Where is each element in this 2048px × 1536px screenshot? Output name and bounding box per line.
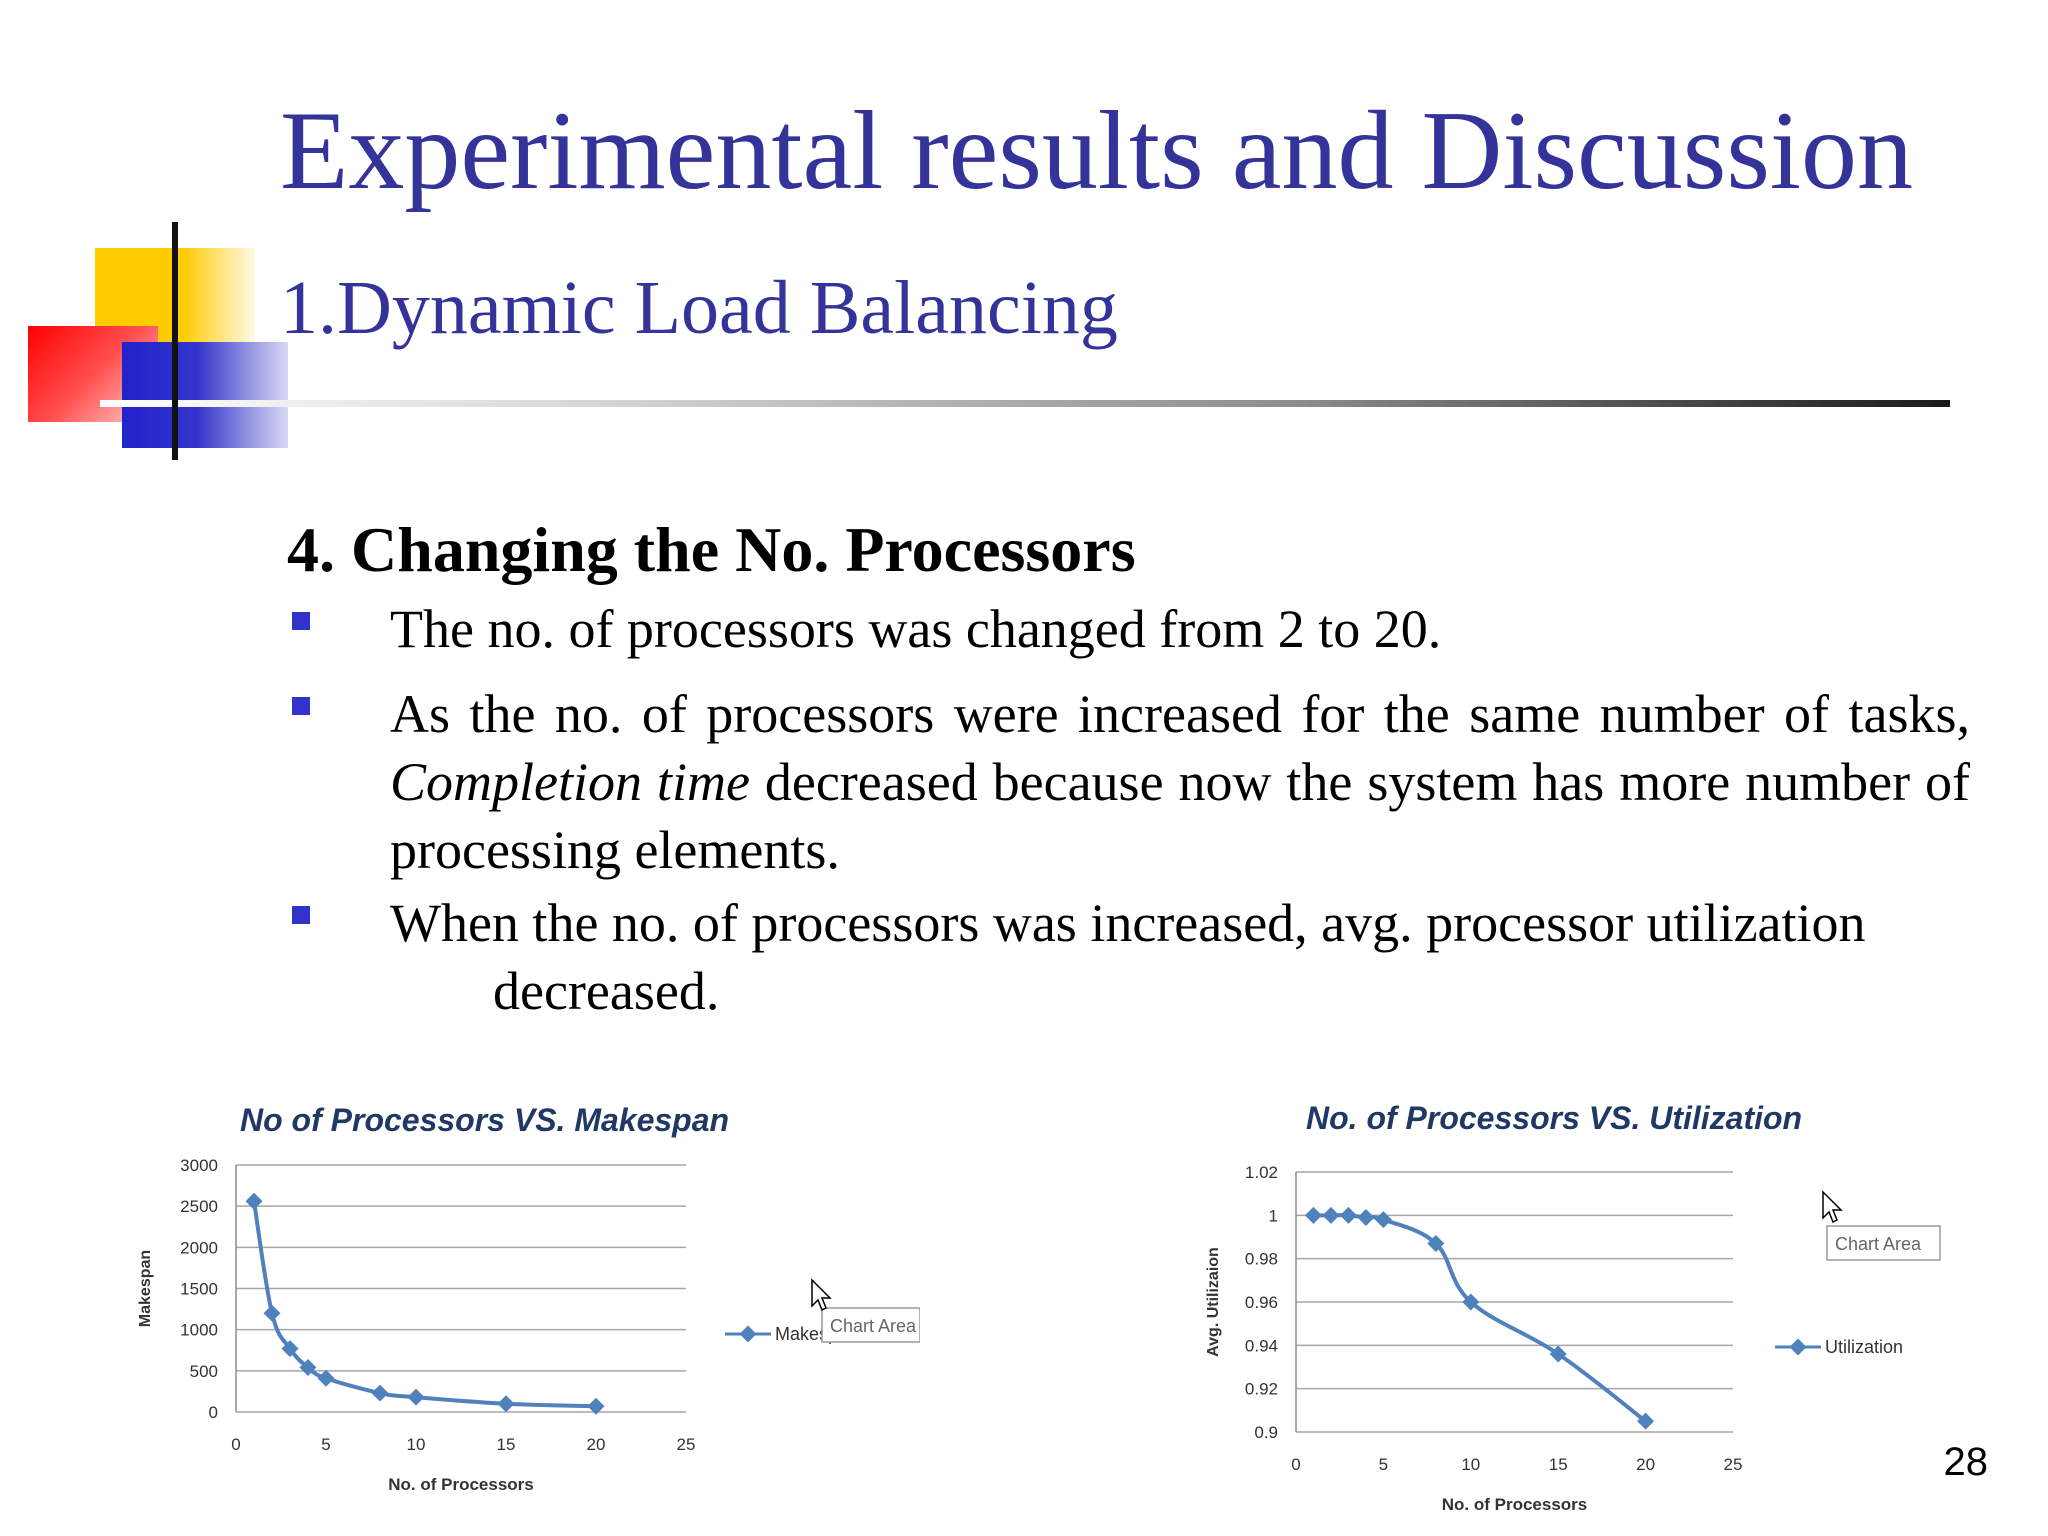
y-axis-title: Avg. Utilizaion <box>1205 1247 1222 1357</box>
section-heading: 4. Changing the No. Processors <box>287 514 1136 585</box>
data-point <box>299 1359 317 1377</box>
data-point <box>1462 1293 1480 1311</box>
legend-label: Utilization <box>1825 1337 1903 1357</box>
data-point <box>281 1340 299 1358</box>
bullet-icon <box>292 697 310 715</box>
data-point <box>587 1397 605 1415</box>
data-point <box>263 1304 281 1322</box>
data-point <box>1322 1206 1340 1224</box>
data-point <box>1549 1345 1567 1363</box>
chart-1-title: No of Processors VS. Makespan <box>240 1102 730 1138</box>
data-point <box>1304 1206 1322 1224</box>
y-tick-label: 0.98 <box>1245 1250 1278 1269</box>
x-tick-label: 0 <box>231 1435 240 1454</box>
y-tick-label: 0.9 <box>1254 1423 1278 1442</box>
x-tick-label: 25 <box>677 1435 696 1454</box>
data-point <box>245 1192 263 1210</box>
x-axis-title: No. of Processors <box>388 1475 534 1494</box>
x-tick-label: 25 <box>1724 1455 1743 1474</box>
y-tick-label: 0 <box>209 1403 218 1422</box>
bullet-text-3: When the no. of processors was increased… <box>390 889 1970 1025</box>
title-rule <box>100 400 1950 407</box>
bullet-3-line2: decreased. <box>493 961 720 1021</box>
x-tick-label: 5 <box>321 1435 330 1454</box>
y-tick-label: 2500 <box>180 1197 218 1216</box>
data-point <box>497 1395 515 1413</box>
chart-makespan[interactable]: 0 500 1000 1500 2000 2500 3000 0 5 10 15 20 25 No. of… <box>120 1140 920 1520</box>
x-tick-label: 10 <box>1461 1455 1480 1474</box>
data-point <box>317 1369 335 1387</box>
y-tick-label: 0.94 <box>1245 1336 1278 1355</box>
series-line <box>1313 1213 1647 1423</box>
tooltip-box <box>821 1307 920 1343</box>
bullet-text-2: As the no. of processors were increased … <box>390 680 1970 884</box>
y-tick-label: 0.96 <box>1245 1293 1278 1312</box>
y-tick-label: 0.92 <box>1245 1380 1278 1399</box>
data-point <box>1357 1209 1375 1226</box>
y-tick-label: 500 <box>190 1362 218 1381</box>
chart-2-title: No. of Processors VS. Utilization <box>1306 1100 1803 1136</box>
data-point <box>1339 1206 1357 1224</box>
x-axis-title: No. of Processors <box>1442 1495 1588 1514</box>
y-tick-label: 3000 <box>180 1156 218 1175</box>
decor-blue-block <box>122 342 288 448</box>
x-tick-label: 20 <box>587 1435 606 1454</box>
legend-marker <box>1789 1338 1807 1356</box>
bullet-text-1: The no. of processors was changed from 2… <box>390 599 1442 659</box>
x-tick-label: 15 <box>1549 1455 1568 1474</box>
slide-subtitle: 1.Dynamic Load Balancing <box>280 266 1118 350</box>
y-tick-label: 1 <box>1269 1206 1278 1225</box>
x-tick-label: 0 <box>1291 1455 1300 1474</box>
tooltip-box <box>1826 1225 1941 1261</box>
bullet-icon <box>292 612 310 630</box>
bullet-2-emphasis: Completion time <box>390 752 750 812</box>
bullet-2-part1: As the no. of processors were increased … <box>390 684 1970 744</box>
x-tick-label: 10 <box>407 1435 426 1454</box>
cursor-icon <box>1822 1190 1843 1224</box>
tooltip-text: Chart Area <box>1835 1234 1922 1254</box>
data-point <box>1637 1412 1655 1430</box>
y-tick-label: 1500 <box>180 1280 218 1299</box>
slide-title: Experimental results and Discussion <box>280 89 1914 213</box>
bullet-2-part2: decreased because now the system has mor… <box>390 752 1970 880</box>
cursor-icon <box>811 1278 832 1312</box>
series-line <box>252 1200 597 1409</box>
y-tick-label: 2000 <box>180 1238 218 1257</box>
chart-utilization[interactable]: 0.9 0.92 0.94 0.96 0.98 1 1.02 0 5 10 15 20 25 No. of… <box>1190 1140 1980 1530</box>
x-tick-label: 15 <box>497 1435 516 1454</box>
x-tick-label: 20 <box>1636 1455 1655 1474</box>
legend-marker <box>739 1325 757 1343</box>
data-point <box>407 1388 425 1406</box>
y-tick-label: 1000 <box>180 1321 218 1340</box>
y-axis-title: Makespan <box>137 1250 154 1327</box>
x-tick-label: 5 <box>1379 1455 1388 1474</box>
tooltip-text: Chart Area <box>830 1316 917 1336</box>
decor-vertical-line <box>172 222 178 460</box>
data-point <box>1374 1211 1392 1229</box>
slide-number: 28 <box>1943 1440 1989 1484</box>
data-point <box>371 1384 389 1402</box>
bullet-icon <box>292 906 310 924</box>
y-tick-label: 1.02 <box>1245 1163 1278 1182</box>
bullet-3-line1: When the no. of processors was increased… <box>390 893 1866 953</box>
